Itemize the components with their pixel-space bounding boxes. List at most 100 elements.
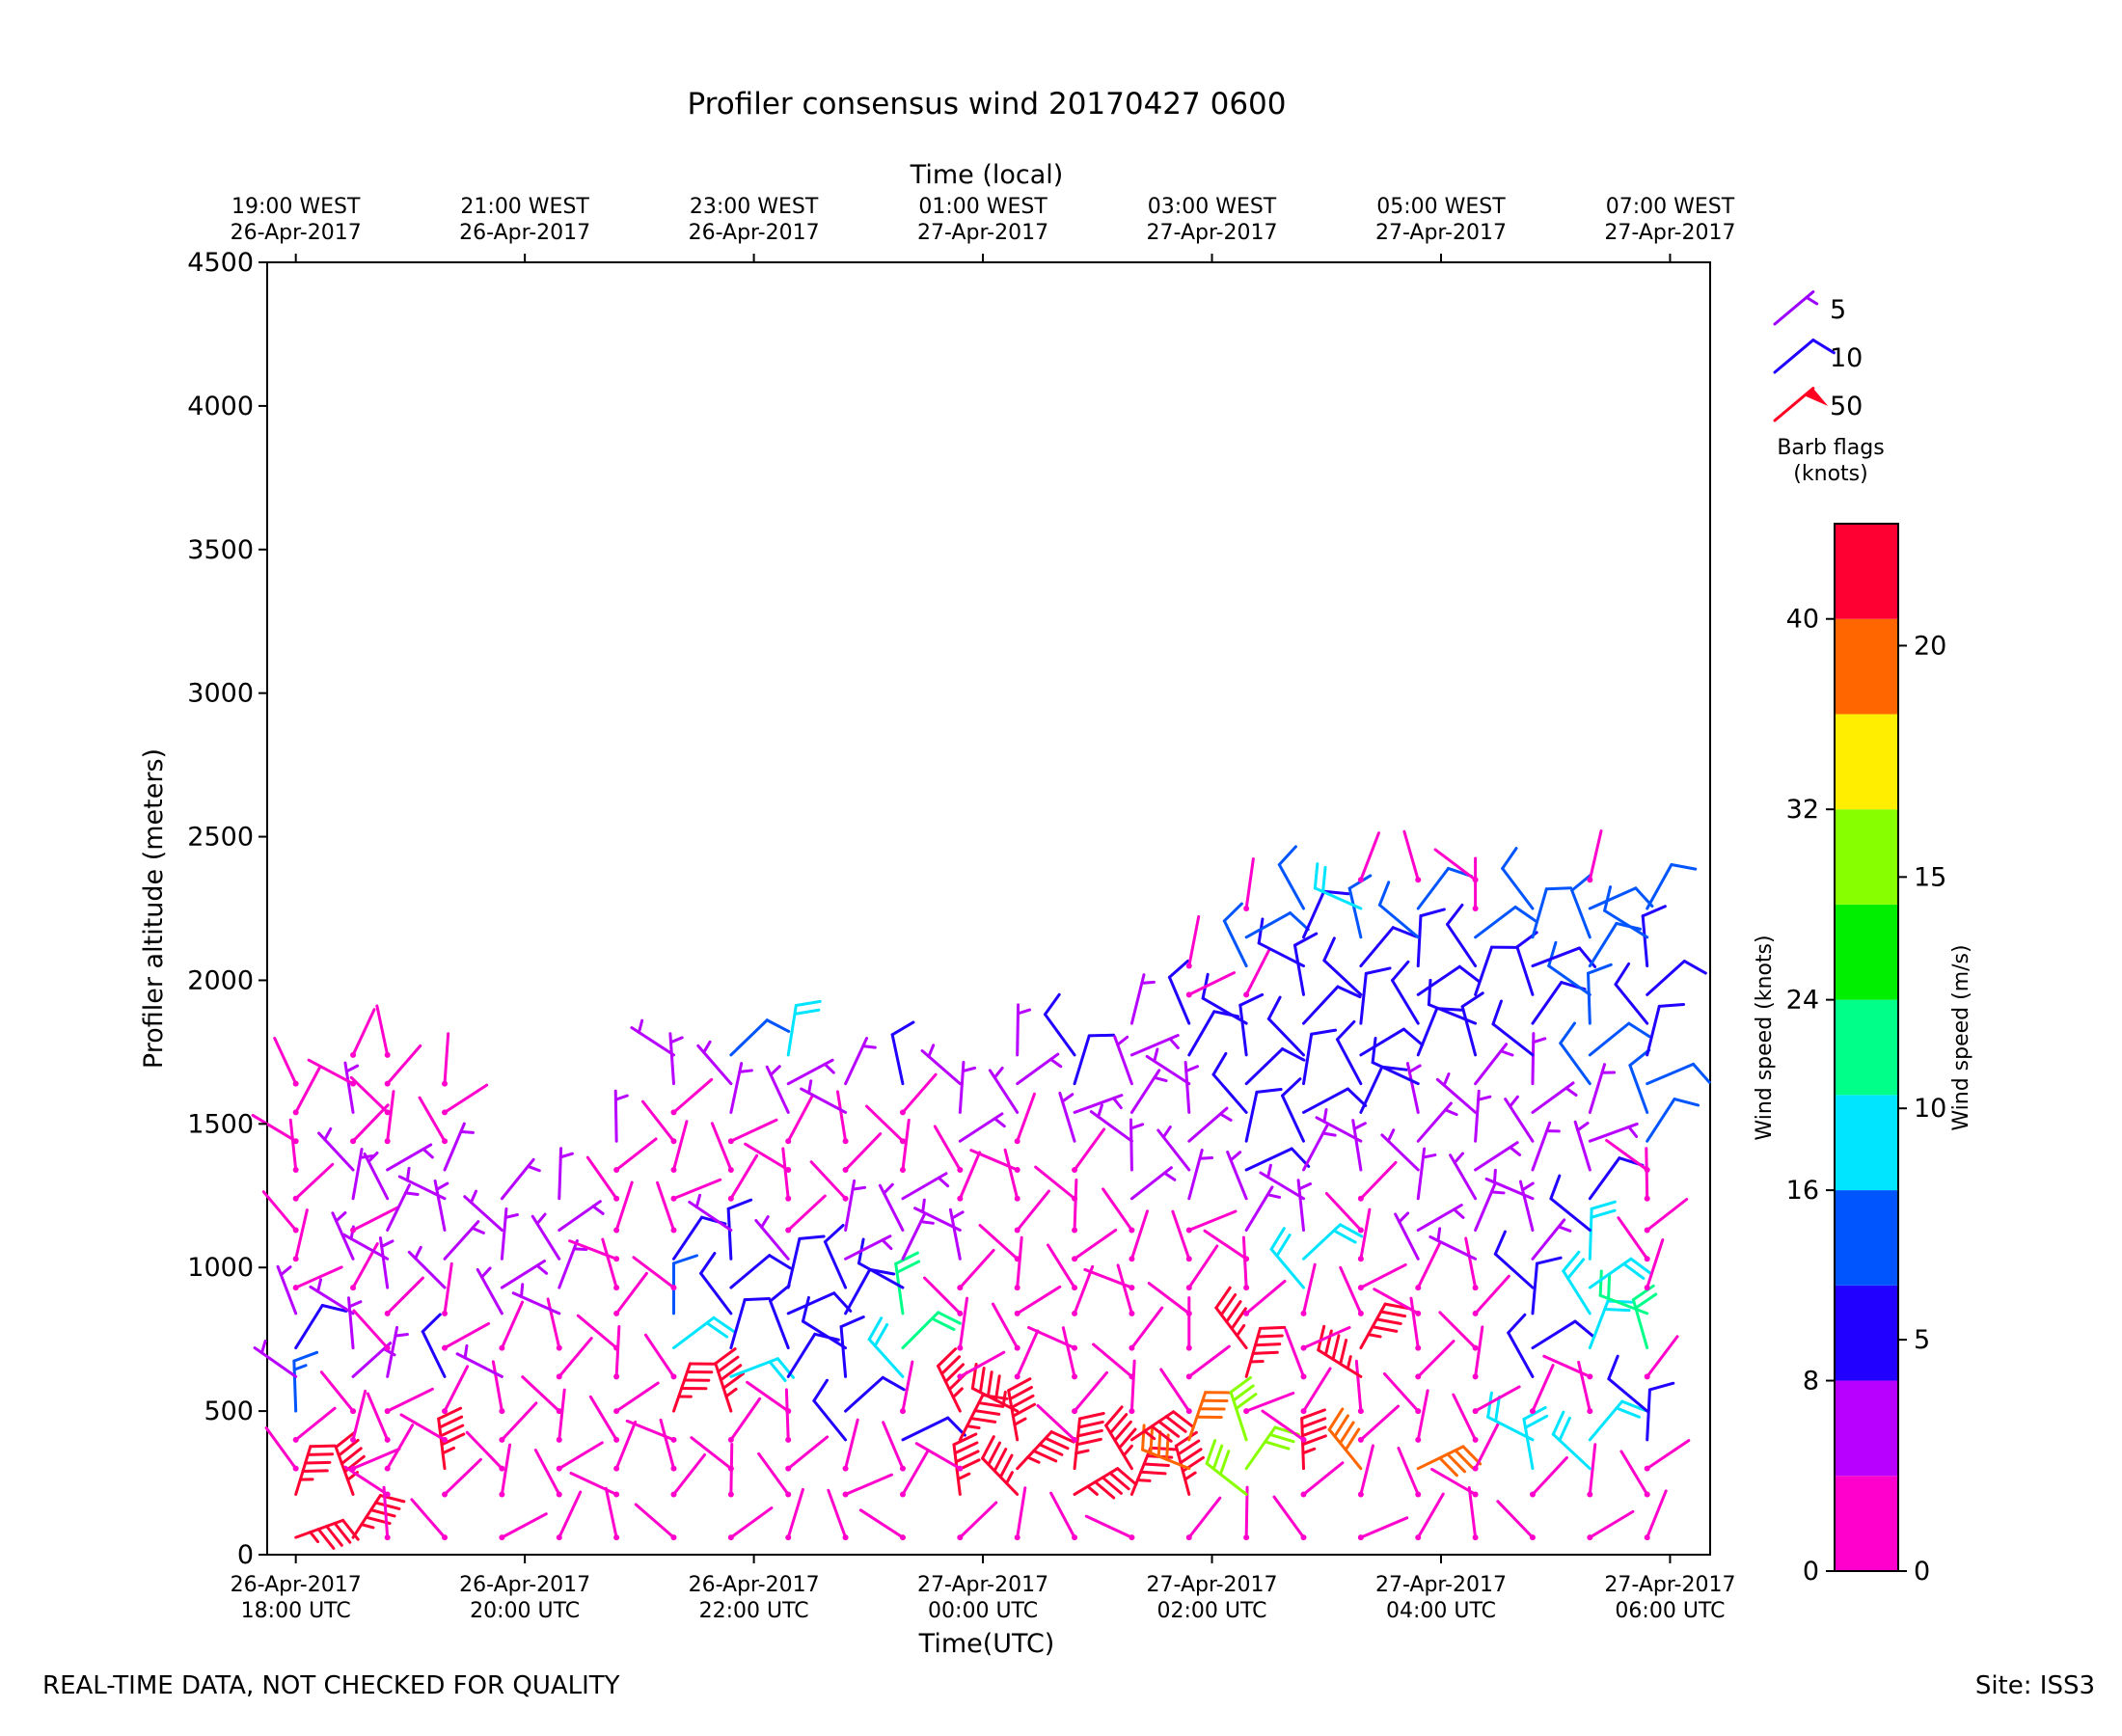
wind-barb xyxy=(923,1276,964,1316)
barb-full xyxy=(1179,1448,1203,1465)
wind-barb xyxy=(1129,1118,1145,1172)
colorbar-ticks: 0 8 16 24 32 40 0 5 10 15 20 xyxy=(1786,605,1947,1587)
barb-full xyxy=(1673,1098,1700,1107)
plot-frame xyxy=(266,261,1711,1556)
barb-shaft xyxy=(1359,1027,1405,1057)
barb-full xyxy=(309,1444,337,1449)
barb-shaft xyxy=(1302,1367,1332,1413)
barb-shaft xyxy=(1359,831,1381,882)
barb-full xyxy=(1177,1439,1201,1456)
colorbar-label-ms: Wind speed (m/s) xyxy=(1949,944,1973,1130)
barb-shaft xyxy=(366,1392,390,1442)
barb-shaft xyxy=(1034,1165,1076,1201)
barb-shaft xyxy=(1416,1389,1429,1442)
wind-barb xyxy=(307,1058,357,1087)
barb-half xyxy=(1421,1153,1437,1159)
wind-barb xyxy=(1559,1021,1592,1086)
barb-calm-dot xyxy=(442,1109,449,1116)
barb-shaft xyxy=(1043,1013,1076,1057)
wind-barb xyxy=(901,1416,966,1442)
barb-full xyxy=(977,1401,1005,1408)
barb-full xyxy=(768,1360,787,1383)
colorbar-knots-label: 40 xyxy=(1786,605,1819,635)
barb-full xyxy=(1628,1048,1651,1068)
barb-shaft xyxy=(533,1449,561,1496)
wind-barb xyxy=(613,1089,629,1143)
barb-calm-dot xyxy=(350,1408,357,1415)
barb-calm-dot xyxy=(442,1408,449,1415)
barb-calm-dot xyxy=(1129,1227,1135,1234)
barb-shaft xyxy=(671,1452,707,1496)
barb-full xyxy=(1391,926,1418,938)
barb-full xyxy=(1547,940,1558,968)
barb-shaft xyxy=(443,1083,489,1114)
y-tick-label: 1000 xyxy=(187,1253,254,1283)
barb-shaft xyxy=(1377,903,1420,939)
barb-half xyxy=(1143,1429,1156,1441)
wind-barb xyxy=(1300,1262,1317,1316)
barb-shaft xyxy=(901,1449,930,1496)
barb-full xyxy=(1322,936,1336,963)
wind-barb xyxy=(1073,1094,1124,1114)
barb-half xyxy=(950,1210,965,1220)
barb-shaft xyxy=(890,1033,905,1086)
barb-full xyxy=(1277,845,1297,867)
barb-shaft xyxy=(1646,863,1673,910)
wind-barb xyxy=(1416,1101,1458,1143)
wind-barb xyxy=(1357,1160,1398,1202)
barb-full xyxy=(930,1316,956,1332)
barb-full xyxy=(1142,1462,1170,1468)
barb-calm-dot xyxy=(292,1436,299,1443)
wind-barb xyxy=(670,1077,714,1116)
barb-half xyxy=(463,1343,469,1360)
wind-barb xyxy=(1084,1514,1135,1541)
wind-barb xyxy=(1644,1197,1689,1234)
barb-shaft xyxy=(901,1416,950,1442)
barb-full xyxy=(952,1432,978,1447)
wind-barb xyxy=(1405,1062,1422,1114)
barb-shaft xyxy=(958,1350,1006,1378)
barb-full xyxy=(1692,1062,1711,1084)
barb-calm-dot xyxy=(1072,1534,1078,1541)
barb-calm-dot xyxy=(1357,1195,1364,1202)
wind-barb xyxy=(634,1503,677,1541)
barb-shaft xyxy=(1570,888,1592,939)
wind-barb xyxy=(613,1271,648,1316)
barb-full xyxy=(1460,991,1484,1009)
barb-full xyxy=(1629,1257,1652,1275)
barb-calm-dot xyxy=(785,1491,792,1498)
wind-barb xyxy=(1167,960,1191,1025)
wind-barb xyxy=(386,1143,434,1172)
wind-barb xyxy=(1603,885,1649,939)
barb-shaft xyxy=(421,1330,447,1378)
barb-full xyxy=(1615,1406,1642,1419)
barb-full xyxy=(437,1406,463,1421)
barb-calm-dot xyxy=(1644,1166,1650,1173)
barb-full xyxy=(1622,1261,1646,1280)
barb-full xyxy=(712,1316,736,1334)
wind-barb xyxy=(625,1419,677,1443)
wind-barb xyxy=(386,1183,420,1233)
barb-shaft xyxy=(801,1319,848,1350)
wind-barb xyxy=(1446,903,1478,968)
barb-calm-dot xyxy=(384,1109,391,1116)
barb-shaft xyxy=(1187,1244,1219,1289)
wind-barb xyxy=(613,1137,658,1173)
wind-barb xyxy=(670,1178,722,1202)
barb-shaft xyxy=(1036,1403,1076,1442)
wind-barb xyxy=(363,1151,390,1201)
barb-shaft xyxy=(634,1503,675,1539)
barb-shaft xyxy=(1416,866,1451,910)
barb-calm-dot xyxy=(1472,1344,1479,1351)
barb-full xyxy=(1566,1258,1586,1280)
wind-barb xyxy=(1474,1089,1492,1143)
barb-calm-dot xyxy=(727,1465,734,1472)
barb-full xyxy=(304,1460,332,1465)
barb-calm-dot xyxy=(1129,1373,1135,1380)
barb-calm-dot xyxy=(957,1310,964,1316)
barb-shaft xyxy=(1016,1235,1023,1289)
wind-barb xyxy=(1472,1422,1500,1472)
barb-shaft xyxy=(1646,1004,1661,1057)
wind-barb xyxy=(1373,1288,1422,1316)
barb-full xyxy=(1493,1230,1507,1256)
